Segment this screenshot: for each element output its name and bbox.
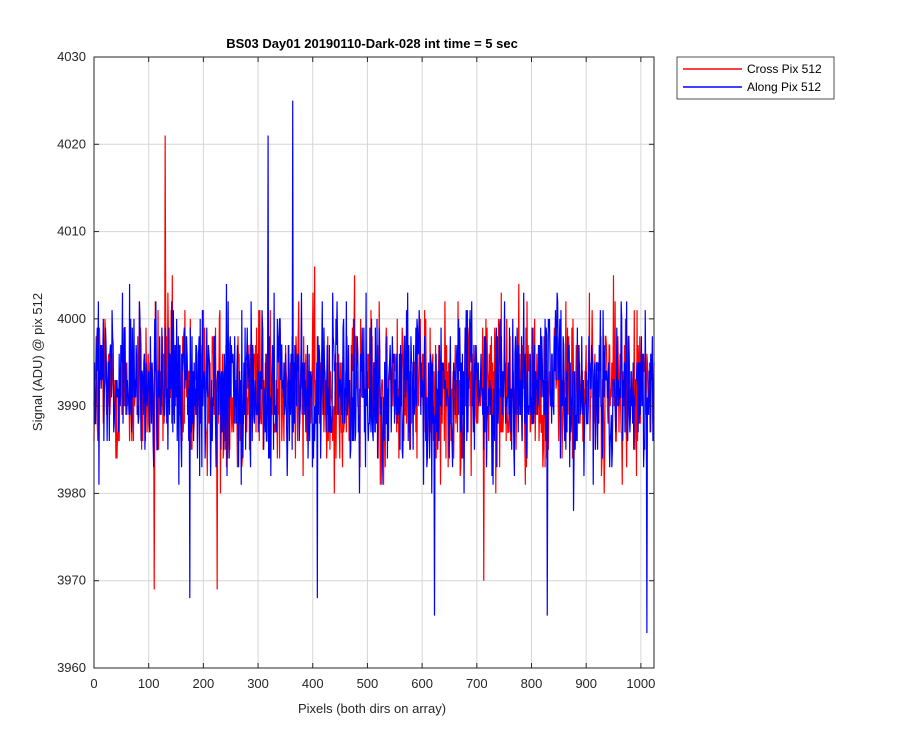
x-tick-label: 500 bbox=[357, 676, 379, 691]
chart-title: BS03 Day01 20190110-Dark-028 int time = … bbox=[226, 36, 518, 51]
x-tick-label: 900 bbox=[575, 676, 597, 691]
y-tick-label: 4000 bbox=[57, 311, 86, 326]
plot-area bbox=[93, 56, 655, 669]
x-tick-label: 600 bbox=[411, 676, 433, 691]
y-axis: 3960 3970 3980 3990 4000 4010 4020 4030 bbox=[57, 49, 654, 675]
axes-frame bbox=[93, 56, 655, 669]
y-tick-label: 4010 bbox=[57, 224, 86, 239]
y-tick-label: 3960 bbox=[57, 660, 86, 675]
x-tick-label: 700 bbox=[466, 676, 488, 691]
x-tick-label: 300 bbox=[247, 676, 269, 691]
series-line-along-pix-512 bbox=[93, 100, 655, 634]
x-tick-label: 200 bbox=[193, 676, 215, 691]
y-tick-label: 4020 bbox=[57, 136, 86, 151]
x-tick-label: 800 bbox=[521, 676, 543, 691]
x-axis: 0 100 200 300 400 500 600 700 800 900 1000 bbox=[90, 57, 655, 691]
x-tick-label: 0 bbox=[90, 676, 97, 691]
x-tick-label: 1000 bbox=[626, 676, 655, 691]
legend-box bbox=[676, 56, 835, 100]
legend-label-along: Along Pix 512 bbox=[747, 80, 821, 94]
legend-label-cross: Cross Pix 512 bbox=[747, 62, 822, 76]
y-tick-label: 3970 bbox=[57, 573, 86, 588]
x-axis-label: Pixels (both dirs on array) bbox=[298, 701, 446, 716]
y-tick-label: 3990 bbox=[57, 398, 86, 413]
y-tick-label: 4030 bbox=[57, 49, 86, 64]
y-axis-label: Signal (ADU) @ pix 512 bbox=[30, 293, 45, 431]
x-tick-label: 400 bbox=[302, 676, 324, 691]
x-tick-label: 100 bbox=[138, 676, 160, 691]
y-tick-label: 3980 bbox=[57, 485, 86, 500]
legend: Cross Pix 512 Along Pix 512 bbox=[676, 56, 835, 100]
